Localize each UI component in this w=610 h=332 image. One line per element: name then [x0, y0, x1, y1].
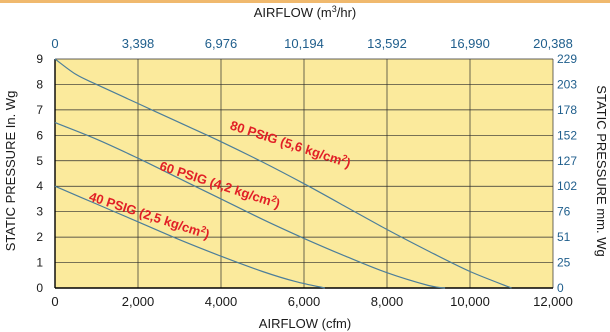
right-tick-label: 0 [557, 281, 564, 295]
y-tick-label: 8 [36, 77, 43, 91]
right-tick-label: 127 [557, 154, 577, 168]
top-axis-title-superscript: 3 [332, 4, 337, 14]
top-accent-rule [0, 0, 610, 3]
top-axis-title-suffix: /hr) [337, 5, 357, 20]
x-tick-label: 8,000 [371, 294, 404, 309]
right-tick-label: 51 [557, 230, 571, 244]
series-curves [54, 58, 512, 289]
right-tick-label: 102 [557, 179, 577, 193]
y-axis-title: STATIC PRESSURE In. Wg [3, 91, 18, 252]
series-curve-1 [54, 122, 446, 289]
y-tick-label: 6 [36, 128, 43, 142]
y-tick-label: 2 [36, 230, 43, 244]
top-tick-label: 13,592 [367, 36, 407, 51]
right-axis-title: STATIC PRESSURE mm. Wg [594, 85, 609, 256]
top-axis-title: AIRFLOW (m3/hr) [254, 4, 357, 20]
top-tick-label: 6,976 [205, 36, 238, 51]
series-label-superscript: 2 [270, 193, 278, 204]
y-tick-label: 7 [36, 103, 43, 117]
y-tick-label: 4 [36, 179, 43, 193]
x-tick-label: 0 [51, 294, 58, 309]
series-curve-2 [54, 185, 325, 289]
x-tick-label: 4,000 [205, 294, 238, 309]
y-tick-label: 3 [36, 205, 43, 219]
x-axis-title: AIRFLOW (cfm) [259, 316, 351, 331]
top-tick-label: 20,388 [533, 36, 573, 51]
right-tick-label: 76 [557, 205, 571, 219]
series-label-superscript: 2 [200, 224, 208, 235]
y-tick-label: 5 [36, 154, 43, 168]
x-tick-label: 10,000 [450, 294, 490, 309]
series-label-end: ) [273, 196, 282, 212]
series-label-superscript: 2 [341, 153, 349, 164]
right-tick-label: 203 [557, 77, 577, 91]
right-tick-label: 178 [557, 103, 577, 117]
right-tick-label: 152 [557, 128, 577, 142]
series-curve-0 [54, 58, 512, 289]
y-tick-label: 1 [36, 256, 43, 270]
series-label-end: ) [203, 226, 212, 242]
top-axis-title-prefix: AIRFLOW (m [254, 5, 332, 20]
top-tick-label: 0 [51, 36, 58, 51]
y-tick-label: 0 [36, 281, 43, 295]
top-tick-label: 3,398 [122, 36, 155, 51]
right-tick-label: 229 [557, 52, 577, 66]
grid-lines [54, 58, 554, 289]
right-tick-label: 25 [557, 256, 571, 270]
top-tick-label: 10,194 [284, 36, 324, 51]
x-tick-label: 12,000 [533, 294, 573, 309]
series-label-end: ) [344, 155, 353, 171]
y-tick-label: 9 [36, 52, 43, 66]
top-tick-label: 16,990 [450, 36, 490, 51]
x-tick-label: 6,000 [288, 294, 321, 309]
x-tick-label: 2,000 [122, 294, 155, 309]
